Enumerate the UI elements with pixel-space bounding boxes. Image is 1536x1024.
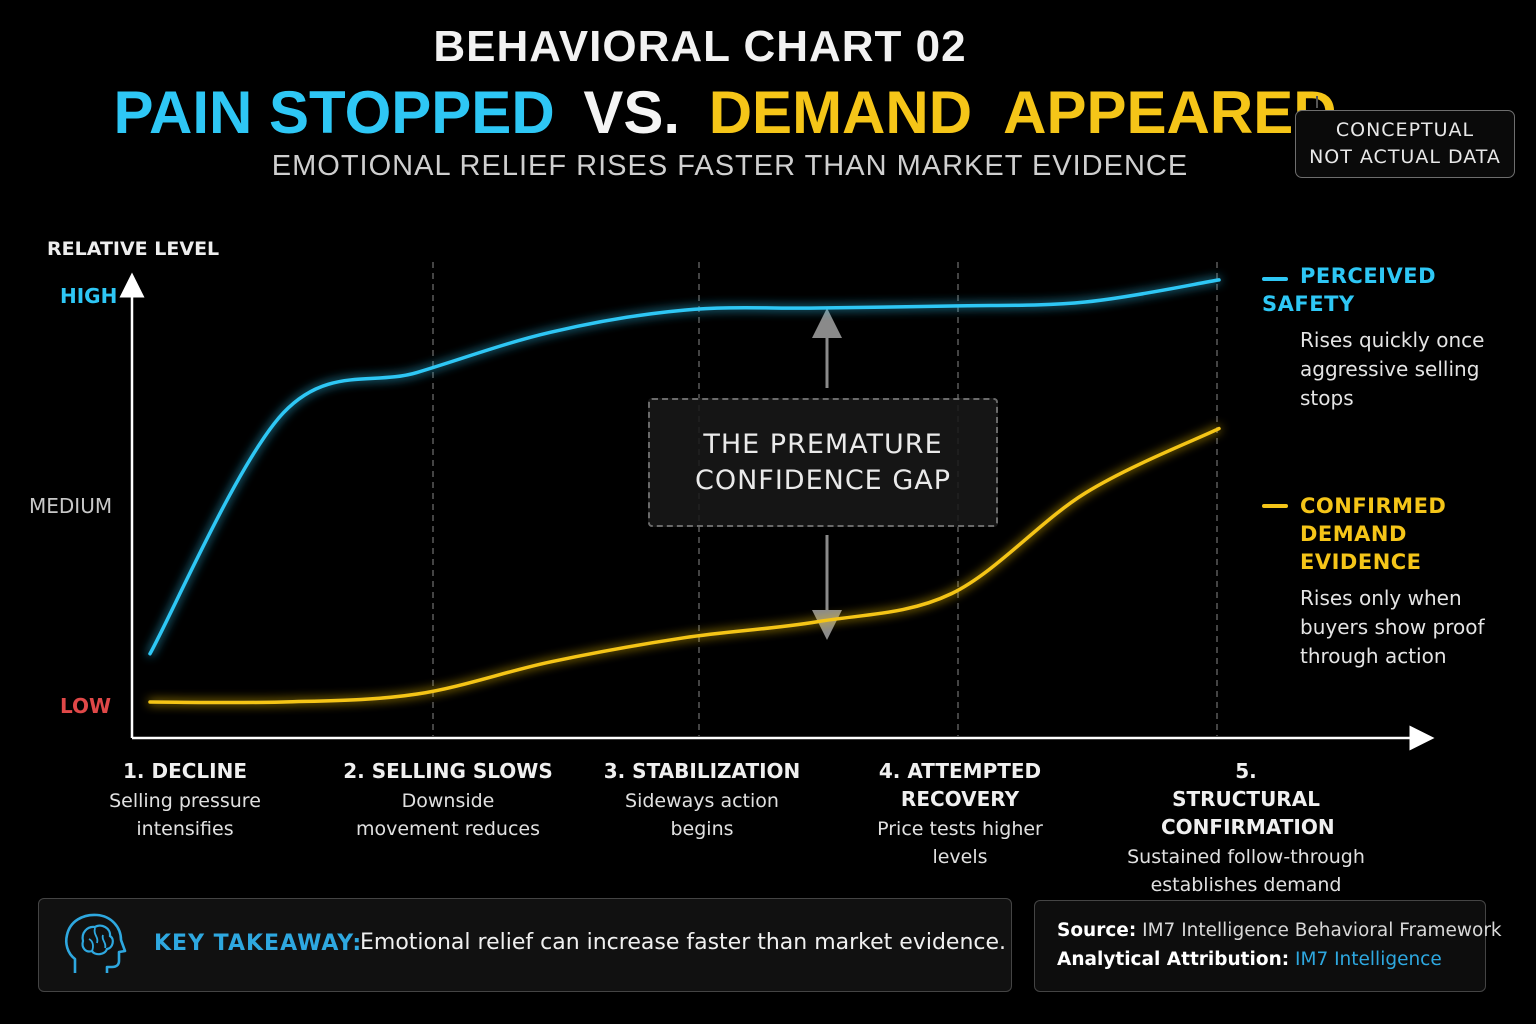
- source-panel: Source: IM7 Intelligence Behavioral Fram…: [1034, 900, 1502, 992]
- series-line-confirmed-demand: [148, 426, 1221, 705]
- confidence-gap-annotation: THE PREMATURE CONFIDENCE GAP: [648, 398, 998, 527]
- stage-5-desc: Sustained follow-through establishes dem…: [1127, 846, 1365, 896]
- badge-line1: CONCEPTUAL: [1335, 119, 1475, 141]
- legend-demand-swatch: [1262, 504, 1288, 508]
- conceptual-badge: CONCEPTUAL NOT ACTUAL DATA: [1295, 110, 1515, 178]
- legend-perceived-safety: PERCEIVED SAFETY Rises quickly once aggr…: [1262, 262, 1532, 413]
- legend-confirmed-demand: CONFIRMED DEMAND EVIDENCE Rises only whe…: [1262, 492, 1532, 671]
- source-line: Source: IM7 Intelligence Behavioral Fram…: [1057, 920, 1502, 941]
- stage-3: 3. STABILIZATION Sideways action begins: [572, 757, 832, 843]
- y-level-high: HIGH: [60, 284, 118, 308]
- chart-subtitle: EMOTIONAL RELIEF RISES FASTER THAN MARKE…: [271, 150, 1189, 182]
- badge-tick: [1316, 96, 1318, 108]
- stage-5-label: 5. STRUCTURAL CONFIRMATION: [1161, 759, 1335, 839]
- stage-2-label: 2. SELLING SLOWS: [343, 759, 553, 783]
- stage-4-label: 4. ATTEMPTED RECOVERY: [878, 759, 1042, 811]
- gap-annotation-text: THE PREMATURE CONFIDENCE GAP: [694, 428, 951, 496]
- stage-5: 5. STRUCTURAL CONFIRMATION Sustained fol…: [1126, 757, 1366, 899]
- key-takeaway-panel: KEY TAKEAWAY: Emotional relief can incre…: [38, 898, 1012, 992]
- badge-line2: NOT ACTUAL DATA: [1309, 146, 1501, 168]
- headline-pain-stopped: PAIN STOPPED: [113, 79, 555, 146]
- series-line-perceived-safety: [148, 278, 1221, 656]
- source-label: Source:: [1057, 920, 1137, 941]
- takeaway-label: KEY TAKEAWAY:: [154, 931, 363, 956]
- headline-vs: VS.: [583, 79, 681, 146]
- legend-safety-desc: Rises quickly once aggressive selling st…: [1300, 328, 1485, 410]
- chart-title: BEHAVIORAL CHART 02: [433, 22, 967, 71]
- brain-head-icon: [64, 913, 127, 973]
- attribution-line: Analytical Attribution: IM7 Intelligence: [1057, 949, 1442, 970]
- stage-4-desc: Price tests higher levels: [877, 818, 1043, 868]
- attribution-value: IM7 Intelligence: [1295, 949, 1442, 970]
- stage-4: 4. ATTEMPTED RECOVERY Price tests higher…: [829, 757, 1091, 871]
- attribution-label: Analytical Attribution:: [1057, 949, 1290, 970]
- takeaway-text: Emotional relief can increase faster tha…: [360, 930, 1007, 955]
- legend-safety-swatch: [1262, 276, 1288, 281]
- legend-safety-name: PERCEIVED SAFETY: [1262, 264, 1437, 316]
- stage-3-label: 3. STABILIZATION: [603, 759, 801, 783]
- y-axis-title: RELATIVE LEVEL: [47, 238, 220, 260]
- stage-2-desc: Downside movement reduces: [355, 790, 541, 840]
- headline-demand-appeared: DEMAND APPEARED: [708, 79, 1337, 146]
- stage-1: 1. DECLINE Selling pressure intensifies: [55, 757, 315, 843]
- chart-headline: PAIN STOPPED VS. DEMAND APPEARED: [0, 78, 1450, 147]
- stage-3-desc: Sideways action begins: [625, 790, 779, 840]
- legend-demand-desc: Rises only when buyers show proof throug…: [1300, 586, 1485, 668]
- y-level-medium: MEDIUM: [29, 494, 113, 518]
- source-value: IM7 Intelligence Behavioral Framework: [1142, 920, 1502, 941]
- stage-1-desc: Selling pressure intensifies: [109, 790, 261, 840]
- y-level-low: LOW: [60, 694, 112, 718]
- stage-1-label: 1. DECLINE: [122, 759, 247, 783]
- legend-demand-name: CONFIRMED DEMAND EVIDENCE: [1300, 494, 1447, 574]
- stage-2: 2. SELLING SLOWS Downside movement reduc…: [318, 757, 578, 843]
